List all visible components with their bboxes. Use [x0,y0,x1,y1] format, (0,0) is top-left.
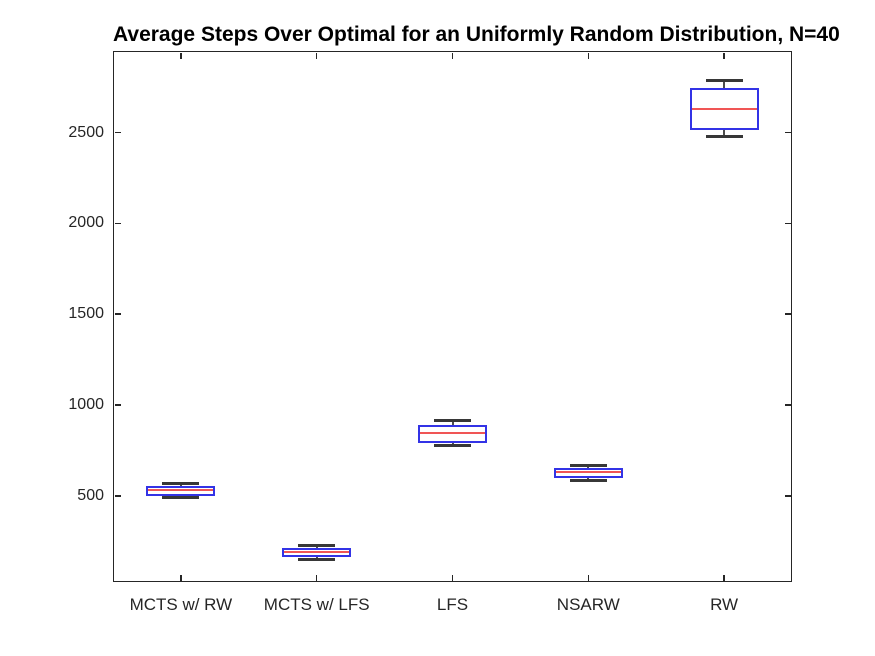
y-tick-mark-right [784,495,791,497]
median-line [284,551,350,554]
box-rect [282,547,352,558]
box-rect [689,88,759,130]
y-tick-label: 500 [77,486,104,504]
whisker-upper-line [723,80,726,89]
y-tick-mark-left [114,404,121,406]
x-tick-mark-top [451,52,454,59]
y-tick-mark-right [784,313,791,315]
median-line [555,471,621,474]
x-tick-mark-bottom [180,574,182,581]
box-rect [553,467,623,478]
median-line [148,489,214,492]
y-tick-mark-right [784,404,791,406]
y-tick-label: 1000 [68,396,104,413]
whisker-cap-top [705,78,743,82]
whisker-cap-bottom [162,496,200,500]
x-tick-label: MCTS w/ RW [129,595,233,614]
x-tick-label: MCTS w/ LFS [263,595,370,614]
chart-title: Average Steps Over Optimal for an Unifor… [113,23,840,46]
whisker-cap-bottom [298,557,336,561]
whisker-cap-bottom [569,478,607,482]
y-tick-mark-right [784,222,791,225]
x-tick-mark-bottom [587,574,590,581]
x-tick-mark-bottom [315,574,318,581]
median-line [691,108,757,111]
whisker-lower-line [723,129,726,137]
whisker-upper-line [451,420,454,425]
x-tick-label: RW [710,595,739,614]
y-tick-mark-right [784,131,791,134]
x-tick-mark-bottom [723,574,725,581]
y-tick-label: 2500 [68,123,104,141]
box-rect [418,424,487,444]
whisker-cap-top [298,544,336,548]
plot-area [113,51,792,582]
whisker-cap-top [162,482,200,486]
whisker-cap-bottom [705,134,743,138]
x-tick-mark-top [587,52,590,59]
whisker-cap-bottom [434,444,471,448]
box-rect [146,485,216,496]
whisker-cap-top [434,418,471,422]
y-tick-mark-left [114,131,121,134]
x-tick-label: NSARW [556,595,620,614]
y-tick-label: 2000 [68,214,104,232]
y-tick-mark-left [114,313,121,315]
x-tick-mark-top [180,52,182,59]
y-tick-label: 1500 [68,305,104,323]
x-tick-mark-top [723,52,725,59]
median-line [420,432,485,435]
whisker-cap-top [569,464,607,468]
x-tick-mark-top [315,52,318,59]
y-tick-mark-left [114,222,121,225]
x-tick-mark-bottom [451,574,454,581]
y-tick-mark-left [114,495,121,497]
x-tick-label: LFS [436,595,469,614]
